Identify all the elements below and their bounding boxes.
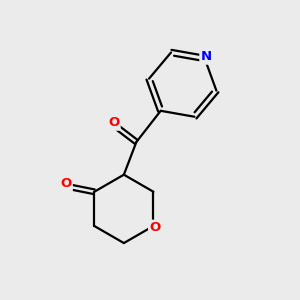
Text: N: N bbox=[201, 50, 212, 63]
Text: O: O bbox=[108, 116, 119, 130]
Text: O: O bbox=[60, 177, 72, 190]
Text: O: O bbox=[149, 221, 161, 234]
